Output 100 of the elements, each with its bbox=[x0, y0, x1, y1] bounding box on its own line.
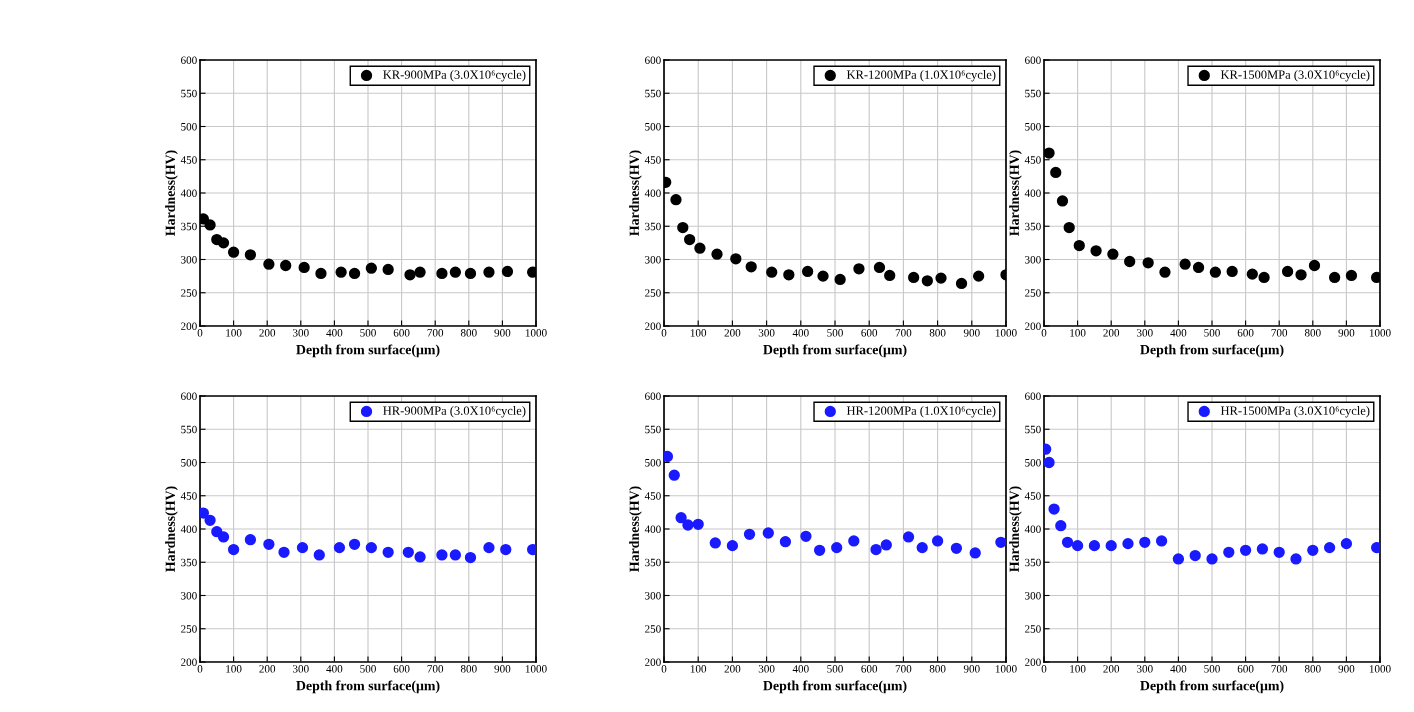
point bbox=[1256, 543, 1269, 555]
point bbox=[1189, 549, 1201, 562]
point bbox=[348, 538, 361, 550]
point bbox=[1370, 271, 1380, 284]
point bbox=[414, 551, 426, 563]
point bbox=[501, 265, 514, 278]
point bbox=[1139, 536, 1151, 548]
point bbox=[1073, 239, 1085, 252]
point bbox=[1105, 539, 1117, 552]
point bbox=[955, 277, 968, 290]
point bbox=[200, 507, 210, 519]
point bbox=[1308, 259, 1321, 272]
point bbox=[677, 221, 689, 234]
point bbox=[743, 528, 756, 540]
point bbox=[1159, 266, 1171, 278]
point bbox=[298, 261, 310, 274]
point bbox=[1063, 221, 1075, 234]
point bbox=[1107, 248, 1119, 260]
point bbox=[1124, 255, 1136, 268]
point bbox=[694, 242, 706, 254]
point bbox=[783, 269, 795, 281]
point bbox=[1328, 271, 1341, 284]
point bbox=[500, 543, 512, 556]
point bbox=[1370, 541, 1380, 554]
point bbox=[1258, 271, 1270, 284]
point bbox=[1281, 265, 1294, 278]
point bbox=[1307, 544, 1319, 556]
point bbox=[995, 536, 1006, 548]
point bbox=[217, 237, 230, 249]
point bbox=[834, 273, 846, 286]
point bbox=[1050, 166, 1062, 179]
point bbox=[801, 265, 814, 278]
point bbox=[1055, 520, 1067, 532]
point bbox=[449, 266, 462, 278]
point bbox=[1044, 456, 1055, 469]
point bbox=[414, 266, 426, 278]
point bbox=[436, 267, 448, 280]
point bbox=[935, 272, 947, 284]
point bbox=[1048, 503, 1060, 515]
point bbox=[880, 539, 892, 551]
point bbox=[296, 541, 309, 554]
point bbox=[1090, 245, 1102, 257]
point bbox=[1295, 269, 1307, 281]
point bbox=[365, 262, 378, 274]
point bbox=[916, 541, 928, 554]
point bbox=[730, 253, 742, 265]
point bbox=[1340, 537, 1353, 550]
point bbox=[449, 549, 462, 561]
point bbox=[335, 266, 347, 278]
point bbox=[1192, 261, 1205, 274]
point bbox=[908, 271, 920, 284]
point bbox=[333, 541, 346, 554]
point bbox=[1122, 537, 1134, 550]
point bbox=[800, 530, 812, 542]
point bbox=[950, 542, 963, 554]
point bbox=[402, 546, 414, 558]
point bbox=[931, 535, 944, 547]
point bbox=[870, 543, 882, 556]
point bbox=[1155, 535, 1168, 547]
point bbox=[813, 544, 826, 556]
point bbox=[200, 213, 210, 225]
point bbox=[204, 514, 216, 527]
point bbox=[969, 547, 981, 559]
point bbox=[404, 269, 416, 281]
point bbox=[1246, 268, 1258, 280]
point bbox=[972, 270, 985, 282]
point bbox=[1209, 266, 1222, 278]
point bbox=[315, 267, 327, 280]
point bbox=[1142, 257, 1154, 269]
point bbox=[1088, 539, 1101, 552]
point bbox=[848, 535, 860, 547]
point bbox=[726, 539, 739, 552]
point bbox=[675, 512, 687, 524]
point bbox=[313, 549, 325, 561]
point bbox=[280, 259, 292, 272]
point bbox=[668, 469, 680, 481]
point bbox=[227, 246, 240, 258]
point bbox=[884, 269, 896, 282]
point bbox=[1290, 553, 1302, 565]
point bbox=[664, 450, 674, 463]
point bbox=[204, 219, 216, 231]
point bbox=[1056, 195, 1069, 207]
point bbox=[762, 527, 774, 539]
point bbox=[921, 275, 933, 287]
point bbox=[244, 533, 257, 546]
point bbox=[382, 263, 394, 276]
point bbox=[745, 261, 757, 273]
point bbox=[817, 270, 829, 282]
point bbox=[483, 541, 495, 554]
point bbox=[853, 263, 865, 275]
point bbox=[1071, 539, 1084, 552]
point bbox=[526, 266, 536, 278]
point bbox=[483, 266, 495, 278]
point bbox=[1223, 546, 1235, 558]
point bbox=[831, 541, 843, 554]
point bbox=[711, 248, 723, 260]
point bbox=[217, 531, 230, 543]
point bbox=[1206, 553, 1218, 565]
point bbox=[684, 233, 696, 246]
point bbox=[464, 551, 477, 564]
